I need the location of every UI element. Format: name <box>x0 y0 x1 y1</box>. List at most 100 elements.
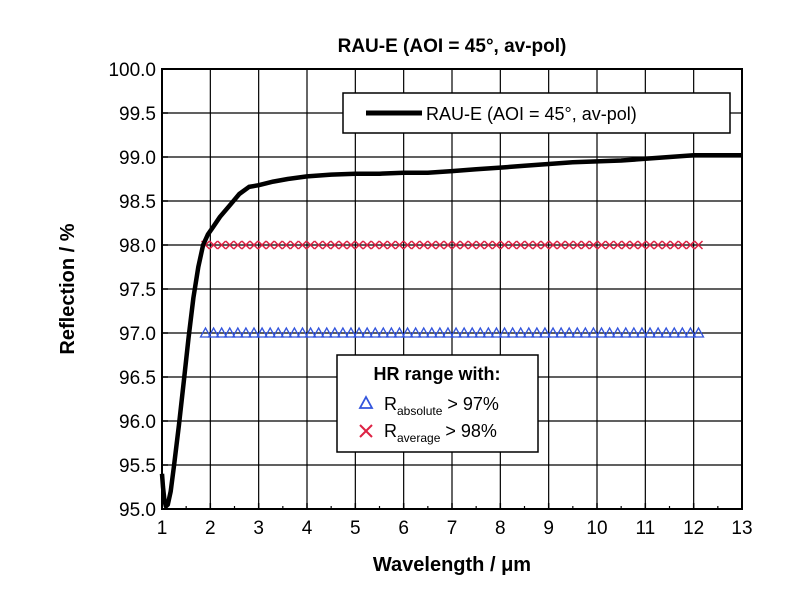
marker-absolute-12 <box>296 326 309 338</box>
marker-absolute-27 <box>417 326 430 338</box>
marker-average-11 <box>289 240 299 250</box>
marker-average-stroke-b-15 <box>322 240 332 250</box>
marker-average-stroke-b-35 <box>483 240 493 250</box>
marker-average-36 <box>491 240 501 250</box>
marker-average-stroke-b-19 <box>354 240 364 250</box>
marker-average-stroke-b-46 <box>572 240 582 250</box>
x-tick-label-7: 7 <box>447 518 458 539</box>
legend-hr-triangle-marker <box>358 395 374 409</box>
marker-absolute-34 <box>474 326 487 338</box>
marker-absolute-36 <box>490 326 503 338</box>
marker-average-stroke-b-34 <box>475 240 485 250</box>
marker-average-stroke-b-4 <box>233 240 243 250</box>
marker-average-stroke-b-26 <box>411 240 421 250</box>
marker-average-stroke-b-41 <box>532 240 542 250</box>
marker-average-45 <box>564 240 574 250</box>
x-tick-label-13: 13 <box>731 518 752 539</box>
legend-hr-item-average-tail: > 98% <box>440 421 497 441</box>
marker-average-4 <box>233 240 243 250</box>
marker-average-13 <box>306 240 316 250</box>
marker-average-stroke-b-14 <box>314 240 324 250</box>
marker-average-38 <box>508 240 518 250</box>
marker-average-29 <box>435 240 445 250</box>
marker-average-stroke-b-21 <box>370 240 380 250</box>
marker-average-21 <box>370 240 380 250</box>
marker-average-43 <box>548 240 558 250</box>
marker-absolute-59 <box>676 326 689 338</box>
marker-average-stroke-b-30 <box>443 240 453 250</box>
marker-average-stroke-b-13 <box>306 240 316 250</box>
legend-hr-item-absolute-tail: > 97% <box>442 394 499 414</box>
marker-absolute-55 <box>643 326 657 338</box>
marker-average-stroke-b-11 <box>289 240 299 250</box>
marker-average-20 <box>362 240 372 250</box>
marker-average-58 <box>669 240 679 250</box>
marker-average-41 <box>532 240 542 250</box>
legend-hr-item-average-main: R <box>384 421 397 441</box>
marker-average-stroke-b-50 <box>605 240 615 250</box>
marker-average-24 <box>394 240 404 250</box>
marker-absolute-11 <box>288 326 301 338</box>
legend-hr: HR range with: Rabsolute > 97% Raverage … <box>336 354 539 453</box>
marker-absolute-32 <box>458 326 471 338</box>
marker-absolute-9 <box>272 326 285 338</box>
y-tick-label-98.0: 98.0 <box>119 236 156 257</box>
marker-absolute-39 <box>514 326 527 338</box>
marker-average-stroke-b-22 <box>378 240 388 250</box>
marker-average-6 <box>249 240 259 250</box>
y-tick-label-95.0: 95.0 <box>119 500 156 521</box>
marker-average-44 <box>556 240 566 250</box>
marker-average-42 <box>540 240 550 250</box>
marker-average-stroke-b-44 <box>556 240 566 250</box>
marker-absolute-21 <box>369 326 382 338</box>
marker-average-stroke-b-57 <box>661 240 671 250</box>
x-tick-label-2: 2 <box>205 518 216 539</box>
marker-average-stroke-b-47 <box>580 240 590 250</box>
marker-average-stroke-b-9 <box>273 240 283 250</box>
marker-average-stroke-b-49 <box>596 240 607 250</box>
marker-average-27 <box>419 240 429 250</box>
marker-absolute-49 <box>595 326 608 338</box>
marker-absolute-1 <box>207 326 220 338</box>
marker-absolute-30 <box>441 326 455 338</box>
marker-average-stroke-b-6 <box>249 240 259 250</box>
x-tick-label-8: 8 <box>495 518 506 539</box>
marker-average-16 <box>330 240 340 250</box>
legend-hr-item-absolute-sub: absolute <box>397 404 443 418</box>
marker-average-28 <box>427 240 437 250</box>
marker-average-9 <box>273 240 283 250</box>
marker-average-2 <box>217 240 227 250</box>
y-tick-label-100.0: 100.0 <box>108 60 156 81</box>
marker-absolute-58 <box>668 326 681 338</box>
marker-average-stroke-b-58 <box>669 240 679 250</box>
marker-absolute-13 <box>304 326 317 338</box>
marker-absolute-35 <box>482 326 495 338</box>
marker-absolute-17 <box>336 326 349 338</box>
marker-average-stroke-b-29 <box>435 240 445 250</box>
marker-absolute-18 <box>344 326 358 338</box>
marker-absolute-43 <box>546 326 560 338</box>
marker-average-stroke-b-12 <box>297 240 308 250</box>
marker-average-stroke-b-17 <box>338 240 348 250</box>
marker-average-51 <box>613 240 623 250</box>
marker-average-stroke-b-55 <box>645 240 655 250</box>
marker-absolute-46 <box>571 326 584 338</box>
marker-average-23 <box>386 240 396 250</box>
marker-average-55 <box>645 240 655 250</box>
marker-absolute-50 <box>603 326 616 338</box>
marker-average-1 <box>209 240 219 250</box>
plot-frame <box>161 68 743 510</box>
marker-average-33 <box>467 240 477 250</box>
marker-average-10 <box>281 240 291 250</box>
marker-average-39 <box>516 240 526 250</box>
marker-average-47 <box>580 240 590 250</box>
y-tick-label-97.5: 97.5 <box>119 280 156 301</box>
tick-labels: 1 2 3 4 5 6 7 8 9 10 11 12 1395.095.596.096.597.097.… <box>108 60 752 539</box>
marker-average-46 <box>572 240 582 250</box>
marker-average-stroke-b-5 <box>241 240 251 250</box>
marker-average-5 <box>241 240 251 250</box>
marker-absolute-26 <box>409 326 422 338</box>
y-tick-label-99.0: 99.0 <box>119 148 156 169</box>
marker-absolute-14 <box>312 326 325 338</box>
marker-average-stroke-b-54 <box>637 240 647 250</box>
